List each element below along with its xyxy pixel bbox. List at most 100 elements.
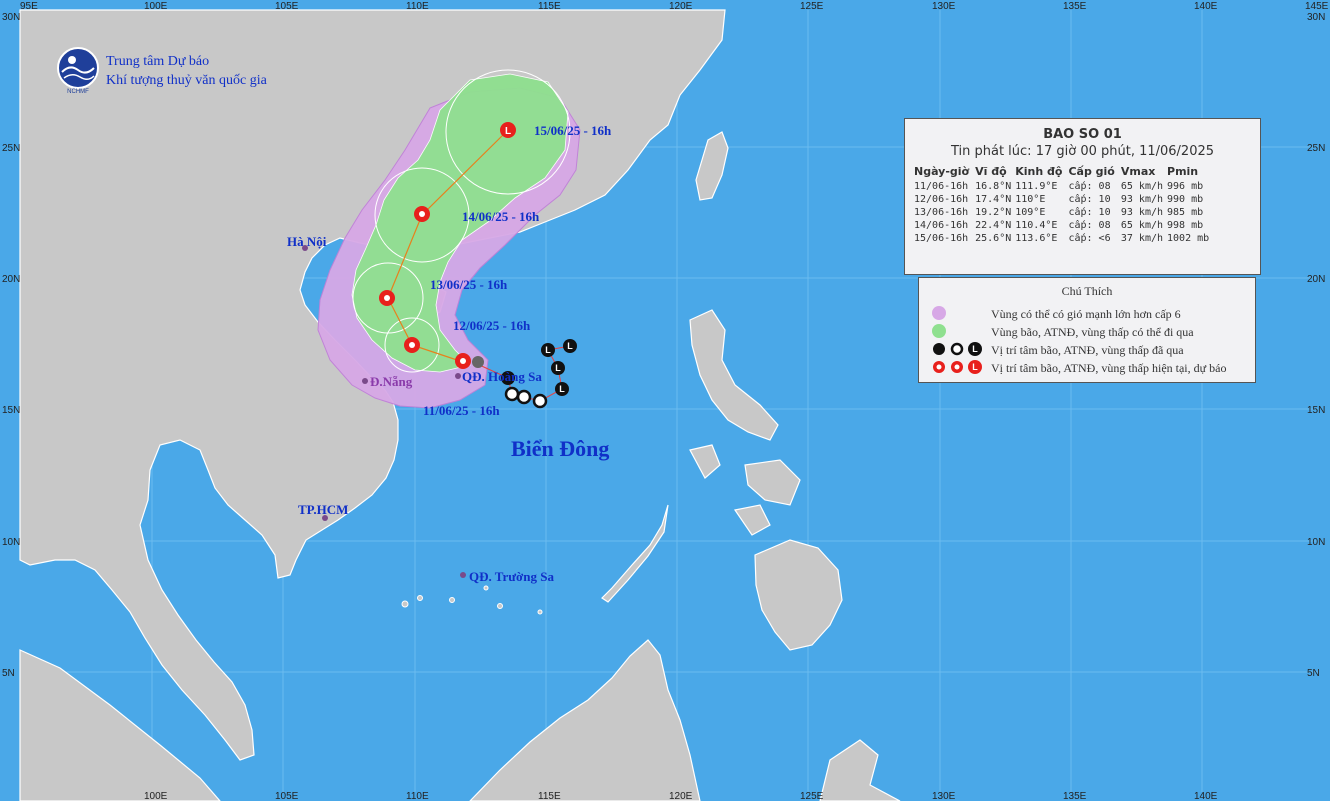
col-header: Vmax: [1120, 165, 1156, 178]
table-cell: 25.6°N: [975, 233, 1012, 244]
lon-label: 105E: [275, 1, 299, 12]
legend-item-label: Vị trí tâm bão, ATNĐ, vùng thấp hiện tại…: [991, 361, 1227, 375]
legend-item-label: Vùng có thể có gió mạnh lớn hơn cấp 6: [991, 307, 1181, 321]
table-cell: 110.4°E: [1015, 220, 1058, 231]
svg-text:L: L: [972, 344, 978, 354]
table-row: 11/06-16h 16.8°N 111.9°E cấp: 08 65 km/h…: [914, 180, 1213, 193]
lon-label: 100E: [144, 1, 168, 12]
luzon-island: [689, 309, 779, 441]
past-low-icon: [968, 342, 982, 356]
purple-zone-icon: [932, 306, 946, 320]
past-low-icon: [555, 382, 569, 396]
place-label-danang: Đ.Nẵng: [370, 374, 413, 389]
past-storm-icon: [516, 389, 532, 405]
col-header: Kinh độ: [1015, 165, 1063, 178]
col-header: Ngày-giờ: [914, 165, 970, 178]
lon-label: 110E: [406, 791, 429, 801]
lon-label: 120E: [669, 791, 693, 801]
table-header-row: Ngày-giờ Vĩ độ Kinh độ Cấp gió Vmax Pmin: [914, 165, 1213, 180]
table-cell: 93 km/h: [1120, 194, 1164, 205]
svg-text:L: L: [555, 363, 561, 373]
lon-label: 105E: [275, 791, 299, 801]
lon-label: 115E: [538, 1, 561, 12]
taiwan-island: [695, 131, 729, 201]
svg-text:L: L: [559, 384, 565, 394]
table-cell: 110°E: [1015, 194, 1046, 205]
table-cell: 113.6°E: [1015, 233, 1058, 244]
lon-label: 140E: [1194, 791, 1218, 801]
table-cell: 37 km/h: [1120, 233, 1164, 244]
svg-text:L: L: [545, 345, 551, 355]
lat-label: 10N: [2, 537, 20, 548]
lat-label: 30N: [2, 12, 20, 23]
sulawesi-island: [819, 739, 901, 801]
table-cell: 11/06-16h: [914, 181, 969, 192]
lat-label: 20N: [1307, 274, 1325, 285]
track-time-label: 11/06/25 - 16h: [423, 403, 500, 418]
lon-label: 125E: [800, 791, 824, 801]
map-legend: Chú Thích Vùng có thể có gió mạnh lớn hơ…: [918, 277, 1256, 383]
uncertainty-circles: [352, 69, 571, 373]
lon-label: 130E: [932, 1, 956, 12]
palawan-island: [601, 504, 669, 603]
place-label-hoangsa: QĐ. Hoàng Sa: [462, 369, 542, 384]
lon-label: 140E: [1194, 1, 1218, 12]
left-latitude-labels: 30N 25N 20N 15N 10N 5N: [2, 12, 20, 679]
table-cell: 111.9°E: [1015, 181, 1058, 192]
table-cell: cấp: 08: [1068, 181, 1111, 192]
table-row: 13/06-16h 19.2°N 109°E cấp: 10 93 km/h 9…: [914, 206, 1213, 219]
agency-name: Trung tâm Dự báo Khí tượng thuỷ văn quốc…: [106, 52, 267, 90]
past-low-icon: [551, 361, 565, 375]
svg-text:L: L: [567, 341, 573, 351]
legend-title: Chú Thích: [1061, 284, 1113, 298]
table-cell: 17.4°N: [975, 194, 1012, 205]
table-cell: 65 km/h: [1120, 220, 1164, 231]
mindanao-island: [754, 539, 843, 651]
lon-label: 125E: [800, 1, 824, 12]
past-low-icon: [541, 343, 555, 357]
svg-text:L: L: [972, 362, 978, 372]
lat-label: 20N: [2, 274, 20, 285]
right-latitude-labels: 30N 25N 20N 15N 10N 5N: [1307, 12, 1325, 679]
legend-item-label: Vùng bão, ATNĐ, vùng thấp có thể đi qua: [991, 325, 1194, 339]
place-label-truongsa: QĐ. Trường Sa: [469, 569, 554, 584]
agency-line-2: Khí tượng thuỷ văn quốc gia: [106, 73, 267, 88]
storm-info-panel: BAO SO 01 Tin phát lúc: 17 giờ 00 phút, …: [904, 118, 1261, 275]
table-cell: 1002 mb: [1167, 233, 1210, 244]
lon-label: 100E: [144, 791, 168, 801]
past-storm-icon: [933, 343, 945, 355]
table-cell: cấp: 08: [1068, 220, 1111, 231]
table-cell: 109°E: [1015, 207, 1046, 218]
col-header: Vĩ độ: [975, 165, 1007, 178]
lat-label: 10N: [1307, 537, 1325, 548]
lat-label: 25N: [2, 143, 20, 154]
lat-label: 15N: [1307, 405, 1325, 416]
past-low-icon: [563, 339, 577, 353]
table-row: 14/06-16h 22.4°N 110.4°E cấp: 08 65 km/h…: [914, 219, 1213, 232]
lon-label: 115E: [538, 791, 561, 801]
agency-line-1: Trung tâm Dự báo: [106, 54, 210, 69]
nchmf-logo: NCHMF: [57, 47, 99, 94]
lon-label: 95E: [20, 1, 38, 12]
lat-label: 25N: [1307, 143, 1325, 154]
place-label-hanoi: Hà Nội: [287, 234, 327, 249]
table-cell: 14/06-16h: [914, 220, 969, 231]
svg-text:L: L: [505, 126, 511, 137]
table-cell: 22.4°N: [975, 220, 1012, 231]
track-time-label: 13/06/25 - 16h: [430, 277, 508, 292]
table-row: 15/06-16h 25.6°N 113.6°E cấp: <6 37 km/h…: [914, 232, 1213, 245]
table-cell: 985 mb: [1167, 207, 1204, 218]
col-header: Cấp gió: [1068, 165, 1115, 178]
forecast-symbols: L: [379, 122, 516, 369]
table-cell: 65 km/h: [1120, 181, 1164, 192]
forecast-low-icon: [968, 360, 982, 374]
lon-label: 120E: [669, 1, 693, 12]
table-cell: 16.8°N: [975, 181, 1012, 192]
table-cell: 15/06-16h: [914, 233, 969, 244]
past-storm-icon: [504, 386, 520, 402]
storm-info-table: Ngày-giờ Vĩ độ Kinh độ Cấp gió Vmax Pmin…: [914, 165, 1213, 245]
track-time-label: 15/06/25 - 16h: [534, 123, 612, 138]
lat-label: 15N: [2, 405, 20, 416]
past-storm-icon: [472, 356, 484, 368]
svg-text:NCHMF: NCHMF: [67, 89, 89, 94]
